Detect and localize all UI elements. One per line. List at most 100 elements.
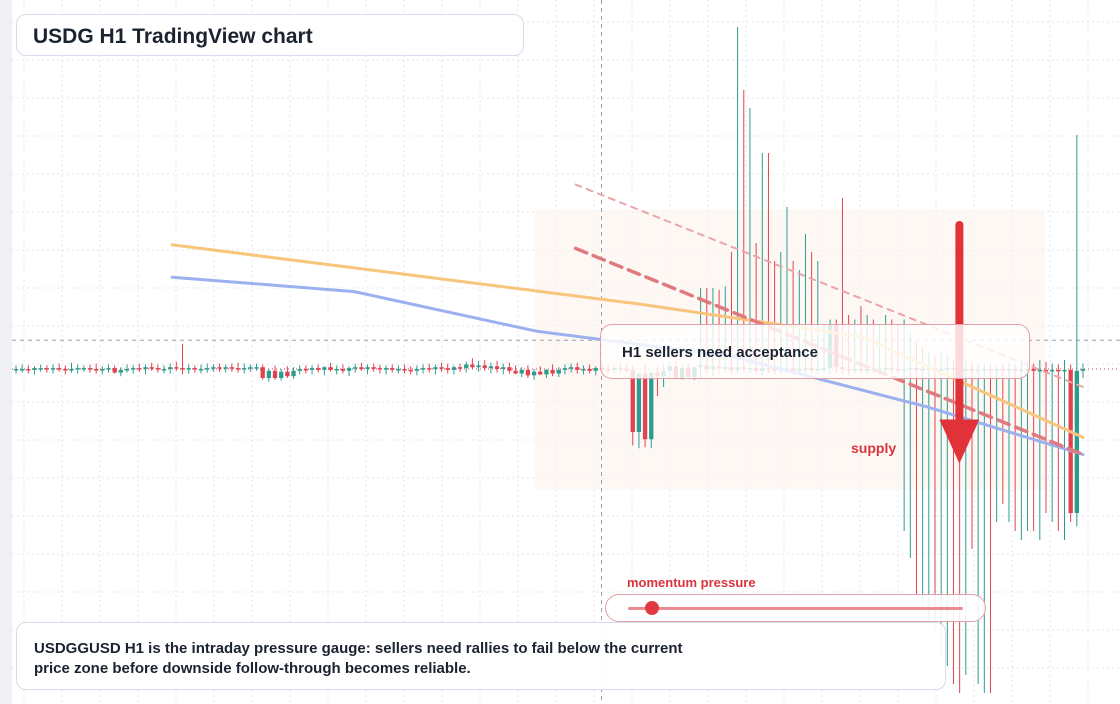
candle-body <box>242 368 247 370</box>
candle-body <box>1080 369 1086 371</box>
candle-body <box>568 367 574 369</box>
candle-body <box>38 368 43 370</box>
candle-body <box>433 367 438 369</box>
candle-body <box>69 369 74 371</box>
candle-body <box>217 367 222 369</box>
candle-body <box>279 371 284 378</box>
candle-body <box>44 368 49 370</box>
candle-body <box>186 368 191 370</box>
candle-body <box>507 367 512 371</box>
candle-body <box>371 367 376 369</box>
candle-body <box>75 368 80 370</box>
candle-body <box>248 367 253 369</box>
candle-body <box>229 367 235 369</box>
candle-body <box>636 373 642 432</box>
candle-body <box>457 367 463 369</box>
candle-body <box>340 369 346 371</box>
candle-body <box>1037 369 1042 372</box>
candle-body <box>155 368 161 370</box>
chart-left-edge <box>0 0 12 704</box>
candle-body <box>593 368 598 371</box>
candle-body <box>1050 369 1055 372</box>
candle-body <box>531 371 537 376</box>
momentum-label: momentum pressure <box>627 575 756 590</box>
chart-title: USDG H1 TradingView chart <box>33 25 313 48</box>
candle-body <box>525 369 531 376</box>
candle-body <box>316 368 321 370</box>
candle-body <box>1056 369 1061 372</box>
momentum-gauge[interactable] <box>605 594 986 622</box>
candle-body <box>260 367 265 378</box>
candle-body <box>365 367 370 369</box>
candle-body <box>106 368 111 370</box>
candle-body <box>205 368 210 370</box>
title-panel: USDG H1 TradingView chart <box>16 14 524 56</box>
candle-body <box>513 370 518 374</box>
candle-body <box>414 369 420 371</box>
candle-body <box>427 368 432 370</box>
candle-body <box>1031 369 1036 371</box>
candle-body <box>161 369 167 371</box>
candle-body <box>118 369 124 373</box>
candle-body <box>408 369 413 372</box>
candle-body <box>445 368 450 370</box>
candle-body <box>476 365 481 368</box>
candle-body <box>174 367 179 369</box>
candle-body <box>439 367 444 369</box>
candle-body <box>63 369 68 371</box>
candle-body <box>451 367 457 370</box>
candle-body <box>649 372 654 440</box>
gauge-knob[interactable] <box>644 601 659 615</box>
candle-body <box>94 369 99 371</box>
candle-body <box>383 368 389 370</box>
candle-body <box>50 368 56 370</box>
candle-body <box>137 368 142 370</box>
candle-body <box>630 369 635 432</box>
candle-body <box>254 367 259 369</box>
candle-body <box>494 366 500 369</box>
candle-body <box>550 369 555 374</box>
candle-body <box>124 369 130 371</box>
candle-body <box>266 370 272 378</box>
candle-body <box>322 367 327 370</box>
callout-text: H1 sellers need acceptance <box>622 344 818 361</box>
candle-body <box>538 371 543 375</box>
candle-body <box>1062 369 1067 372</box>
candle-body <box>544 369 549 375</box>
candle-body <box>334 369 339 371</box>
candle-body <box>1074 370 1079 513</box>
candle-body <box>390 368 395 370</box>
candle-body <box>353 367 358 369</box>
candle-body <box>303 369 309 371</box>
candle-body <box>198 369 204 371</box>
candle-body <box>291 370 296 377</box>
candle-body <box>272 370 278 378</box>
candle-body <box>482 365 487 369</box>
summary-panel: USDGGUSD H1 is the intraday pressure gau… <box>16 622 946 690</box>
supply-label: supply <box>851 440 897 456</box>
candle-body <box>420 368 426 370</box>
candle-body <box>402 369 407 371</box>
candle-body <box>464 364 469 369</box>
candle-body <box>81 368 87 370</box>
candle-body <box>1068 369 1073 513</box>
candle-body <box>131 368 136 370</box>
supply-arrow-head <box>939 419 980 464</box>
candle-body <box>168 367 173 369</box>
candle-body <box>180 368 185 370</box>
candle-body <box>149 367 154 369</box>
candle-body <box>488 366 494 369</box>
candle-body <box>581 369 586 371</box>
candle-body <box>359 367 364 369</box>
candle-body <box>328 367 333 370</box>
candle-body <box>192 368 198 370</box>
gauge-track <box>628 607 963 610</box>
candle-body <box>235 368 241 370</box>
candle-body <box>346 368 352 371</box>
candle-body <box>223 367 228 369</box>
candle-body <box>309 368 315 370</box>
candle-body <box>396 369 401 371</box>
candle-body <box>587 369 592 371</box>
candle-body <box>211 367 216 369</box>
candle-body <box>112 368 117 373</box>
